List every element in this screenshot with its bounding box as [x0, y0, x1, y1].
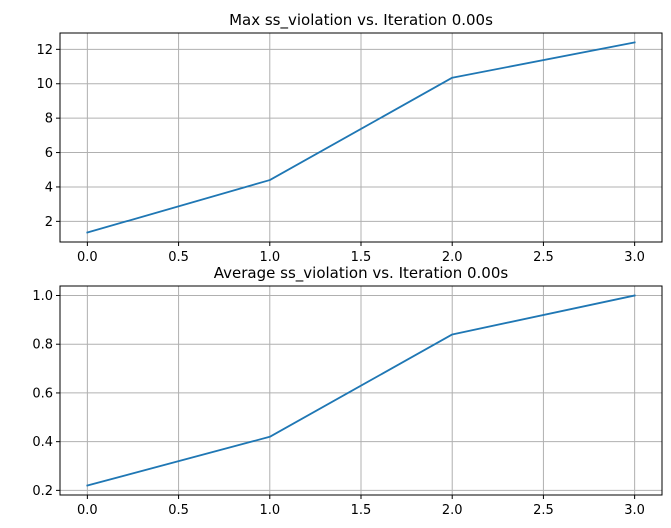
chart-average-ss-violation: 0.0 0.5 1.0 1.5 2.0 2.5 3.0 0.2 0.4 0.6 0.8 1.0 Av…: [32, 264, 663, 518]
grid: [60, 33, 662, 242]
y-axis: 2 4 6 8 10 12: [36, 43, 60, 230]
y-axis: 0.2 0.4 0.6 0.8 1.0: [32, 289, 60, 499]
y-tick-label: 0.8: [32, 338, 53, 353]
chart-title: Average ss_violation vs. Iteration 0.00s: [214, 264, 509, 283]
x-tick-label: 0.0: [77, 250, 98, 265]
x-tick-label: 0.0: [77, 503, 98, 518]
x-tick-label: 3.0: [624, 503, 645, 518]
x-axis: 0.0 0.5 1.0 1.5 2.0 2.5 3.0: [77, 495, 645, 518]
x-tick-label: 1.5: [351, 250, 372, 265]
x-tick-label: 1.0: [259, 250, 280, 265]
x-tick-label: 3.0: [624, 250, 645, 265]
x-tick-label: 0.5: [168, 250, 189, 265]
x-tick-label: 2.0: [442, 250, 463, 265]
y-tick-label: 10: [36, 77, 53, 92]
y-tick-label: 0.4: [32, 435, 53, 450]
series-line: [86, 41, 636, 234]
y-tick-label: 0.6: [32, 386, 53, 401]
x-tick-label: 0.5: [168, 503, 189, 518]
y-tick-label: 12: [36, 43, 53, 58]
y-tick-label: 1.0: [32, 289, 53, 304]
y-tick-label: 2: [45, 215, 53, 230]
x-tick-label: 2.0: [442, 503, 463, 518]
x-tick-label: 1.5: [351, 503, 372, 518]
grid: [60, 286, 662, 495]
chart-max-ss-violation: 0.0 0.5 1.0 1.5 2.0 2.5 3.0 2 4 6 8 10 12 Max ss_vi…: [36, 11, 663, 265]
series-line: [86, 294, 636, 487]
x-tick-label: 1.0: [259, 503, 280, 518]
x-tick-label: 2.5: [533, 503, 554, 518]
y-tick-label: 6: [45, 146, 53, 161]
y-tick-label: 8: [45, 112, 53, 127]
x-tick-label: 2.5: [533, 250, 554, 265]
y-tick-label: 0.2: [32, 484, 53, 499]
chart-title: Max ss_violation vs. Iteration 0.00s: [229, 11, 493, 30]
x-axis: 0.0 0.5 1.0 1.5 2.0 2.5 3.0: [77, 242, 645, 265]
y-tick-label: 4: [45, 180, 53, 195]
